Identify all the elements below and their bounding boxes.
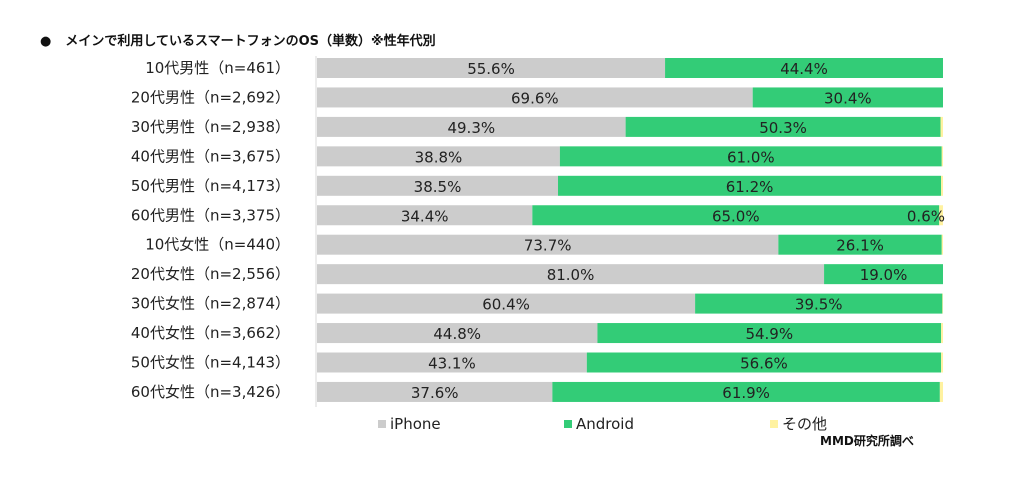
data-label-android: 61.0% [727, 148, 775, 166]
data-label-iphone: 38.8% [415, 148, 463, 166]
bar-android [665, 58, 943, 78]
category-label: 50代男性（n=4,173） [131, 177, 290, 195]
bar-iphone [317, 352, 587, 373]
data-label-iphone: 60.4% [482, 296, 530, 314]
data-label-android: 26.1% [836, 237, 884, 255]
data-label-other: 0.6% [907, 207, 945, 225]
bar-iphone [317, 264, 825, 285]
bar-iphone [317, 58, 666, 78]
bar-iphone [317, 146, 560, 167]
bar-other [941, 352, 943, 373]
source-note: MMD研究所調べ [820, 434, 914, 448]
legend-swatch-other [770, 420, 778, 428]
category-label: 60代男性（n=3,375） [131, 206, 290, 224]
data-label-android: 19.0% [860, 266, 908, 284]
data-label-android: 56.6% [740, 355, 788, 373]
category-label: 30代女性（n=2,874） [131, 295, 290, 313]
data-label-iphone: 55.6% [467, 60, 515, 78]
data-label-iphone: 49.3% [447, 119, 495, 137]
bar-iphone [317, 323, 598, 344]
chart-title-text: メインで利用しているスマートフォンのOS（単数）※性年代別 [65, 34, 436, 49]
category-label: 20代男性（n=2,692） [131, 88, 290, 106]
bar-iphone [317, 381, 553, 402]
bar-other [940, 116, 943, 137]
category-label: 40代女性（n=3,662） [131, 324, 290, 342]
bar-iphone [317, 205, 533, 226]
data-label-android: 61.9% [722, 384, 770, 402]
bar-iphone [317, 293, 696, 314]
bar-iphone [317, 87, 753, 108]
data-label-android: 61.2% [726, 178, 774, 196]
data-label-iphone: 34.4% [401, 207, 449, 225]
bar-iphone [317, 175, 559, 196]
legend-swatch-android [564, 420, 572, 428]
bar-android [695, 293, 943, 314]
data-label-iphone: 37.6% [411, 384, 459, 402]
category-label: 30代男性（n=2,938） [131, 118, 290, 136]
bars-group: 10代男性（n=461） 55.6% 44.4% 20代男性（n=2,692） 69.6… [131, 58, 945, 402]
bar-other [941, 175, 943, 196]
legend-label-other: その他 [782, 415, 827, 433]
bar-android [559, 146, 942, 167]
bar-android [552, 381, 940, 402]
legend: iPhone Android その他 [378, 415, 827, 433]
bar-android [752, 87, 943, 108]
legend-swatch-iphone [378, 420, 386, 428]
data-label-android: 39.5% [795, 296, 843, 314]
bar-other [939, 381, 943, 402]
category-label: 10代女性（n=440） [145, 236, 290, 254]
data-label-iphone: 44.8% [433, 325, 481, 343]
category-label: 60代女性（n=3,426） [131, 383, 290, 401]
bar-android [558, 175, 942, 196]
bar-other [941, 323, 943, 344]
bar-android [625, 116, 941, 137]
legend-label-iphone: iPhone [390, 415, 441, 433]
data-label-android: 65.0% [712, 207, 760, 225]
title-bullet: ● [40, 34, 52, 49]
bar-iphone [317, 116, 626, 137]
bar-android [597, 323, 942, 344]
legend-label-android: Android [576, 415, 634, 433]
bar-android [532, 205, 940, 226]
category-label: 10代男性（n=461） [145, 59, 290, 77]
data-label-android: 30.4% [824, 89, 872, 107]
data-label-iphone: 81.0% [547, 266, 595, 284]
data-label-iphone: 43.1% [428, 355, 476, 373]
category-label: 20代女性（n=2,556） [131, 265, 290, 283]
category-label: 50代女性（n=4,143） [131, 354, 290, 372]
bar-android [824, 264, 943, 285]
data-label-android: 50.3% [759, 119, 807, 137]
data-label-android: 44.4% [780, 60, 828, 78]
data-label-iphone: 69.6% [511, 89, 559, 107]
bar-other [942, 293, 943, 314]
category-label: 40代男性（n=3,675） [131, 147, 290, 165]
bar-other [941, 146, 943, 167]
chart-title: ● メインで利用しているスマートフォンのOS（単数）※性年代別 [40, 30, 436, 49]
bar-android [778, 234, 942, 255]
data-label-android: 54.9% [745, 325, 793, 343]
data-label-iphone: 73.7% [524, 237, 572, 255]
bar-iphone [317, 234, 779, 255]
data-label-iphone: 38.5% [414, 178, 462, 196]
bar-android [586, 352, 942, 373]
bar-other [939, 205, 943, 226]
bar-other [941, 234, 943, 255]
